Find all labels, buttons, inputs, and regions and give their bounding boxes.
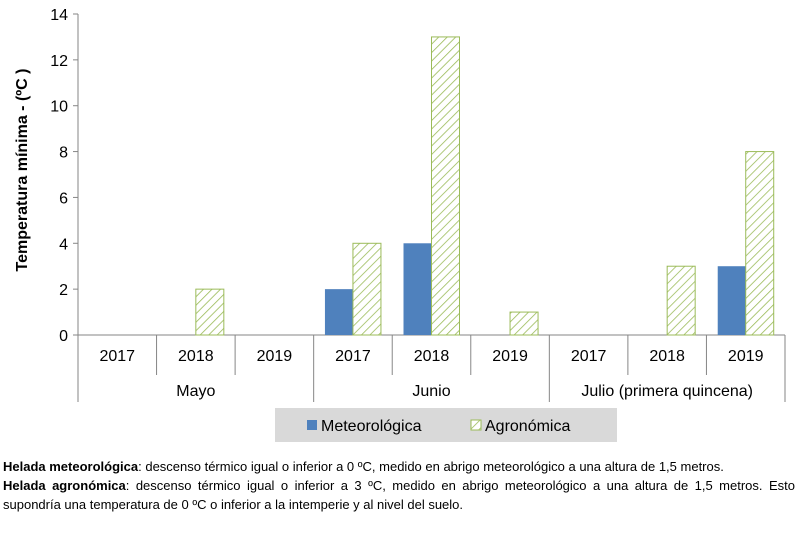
- x-group-label: Junio: [412, 383, 450, 400]
- y-tick-label: 2: [59, 282, 68, 299]
- y-tick-label: 8: [59, 145, 68, 162]
- bar-agronomica: [745, 151, 775, 336]
- note-term: Helada agronómica: [3, 478, 126, 493]
- x-tick-label: 2018: [414, 348, 450, 365]
- note-term: Helada meteorológica: [3, 459, 139, 474]
- x-tick-label: 2019: [257, 348, 293, 365]
- y-tick-label: 6: [59, 190, 68, 207]
- x-tick-label: 2019: [492, 348, 528, 365]
- legend-label-agronomica: Agronómica: [485, 418, 570, 435]
- bar-meteorologica: [717, 266, 746, 335]
- note-agronomica: Helada agronómica: descenso térmico igua…: [3, 476, 795, 514]
- y-tick-label: 10: [50, 99, 68, 116]
- x-tick-label: 2017: [335, 348, 371, 365]
- legend-swatch-agronomica: [470, 419, 482, 431]
- x-tick-label: 2018: [649, 348, 685, 365]
- x-tick-label: 2017: [99, 348, 135, 365]
- y-tick-label: 4: [59, 236, 68, 253]
- bar-agronomica: [195, 288, 225, 336]
- x-tick-label: 2019: [728, 348, 764, 365]
- bar-agronomica: [431, 36, 460, 336]
- x-tick-label: 2017: [571, 348, 607, 365]
- bar-agronomica: [352, 242, 382, 336]
- bar-agronomica: [509, 311, 539, 336]
- x-group-label: Julio (primera quincena): [581, 383, 753, 400]
- bar-meteorologica: [403, 243, 432, 335]
- y-tick-label: 14: [50, 7, 68, 24]
- y-tick-label: 0: [59, 328, 68, 345]
- frost-bar-chart: Temperatura mínima - (ºC ) 0 2 4 6 8 10 12 14 20…: [14, 7, 786, 442]
- definitions: Helada meteorológica: descenso térmico i…: [3, 457, 795, 514]
- note-meteorologica: Helada meteorológica: descenso térmico i…: [3, 457, 795, 476]
- y-tick-label: 12: [50, 53, 68, 70]
- legend-label-meteorologica: Meteorológica: [321, 418, 422, 435]
- bar-meteorologica: [324, 289, 353, 335]
- legend: Meteorológica Agronómica: [275, 408, 617, 442]
- legend-swatch-meteorologica: [307, 420, 317, 430]
- note-text: : descenso térmico igual o inferior a 3 …: [3, 478, 795, 512]
- x-group-label: Mayo: [176, 383, 215, 400]
- y-axis-label: Temperatura mínima - (ºC ): [14, 69, 31, 272]
- legend-box: [275, 408, 617, 442]
- bar-agronomica: [666, 265, 696, 336]
- note-text: : descenso térmico igual o inferior a 0 …: [138, 459, 724, 474]
- x-tick-label: 2018: [178, 348, 214, 365]
